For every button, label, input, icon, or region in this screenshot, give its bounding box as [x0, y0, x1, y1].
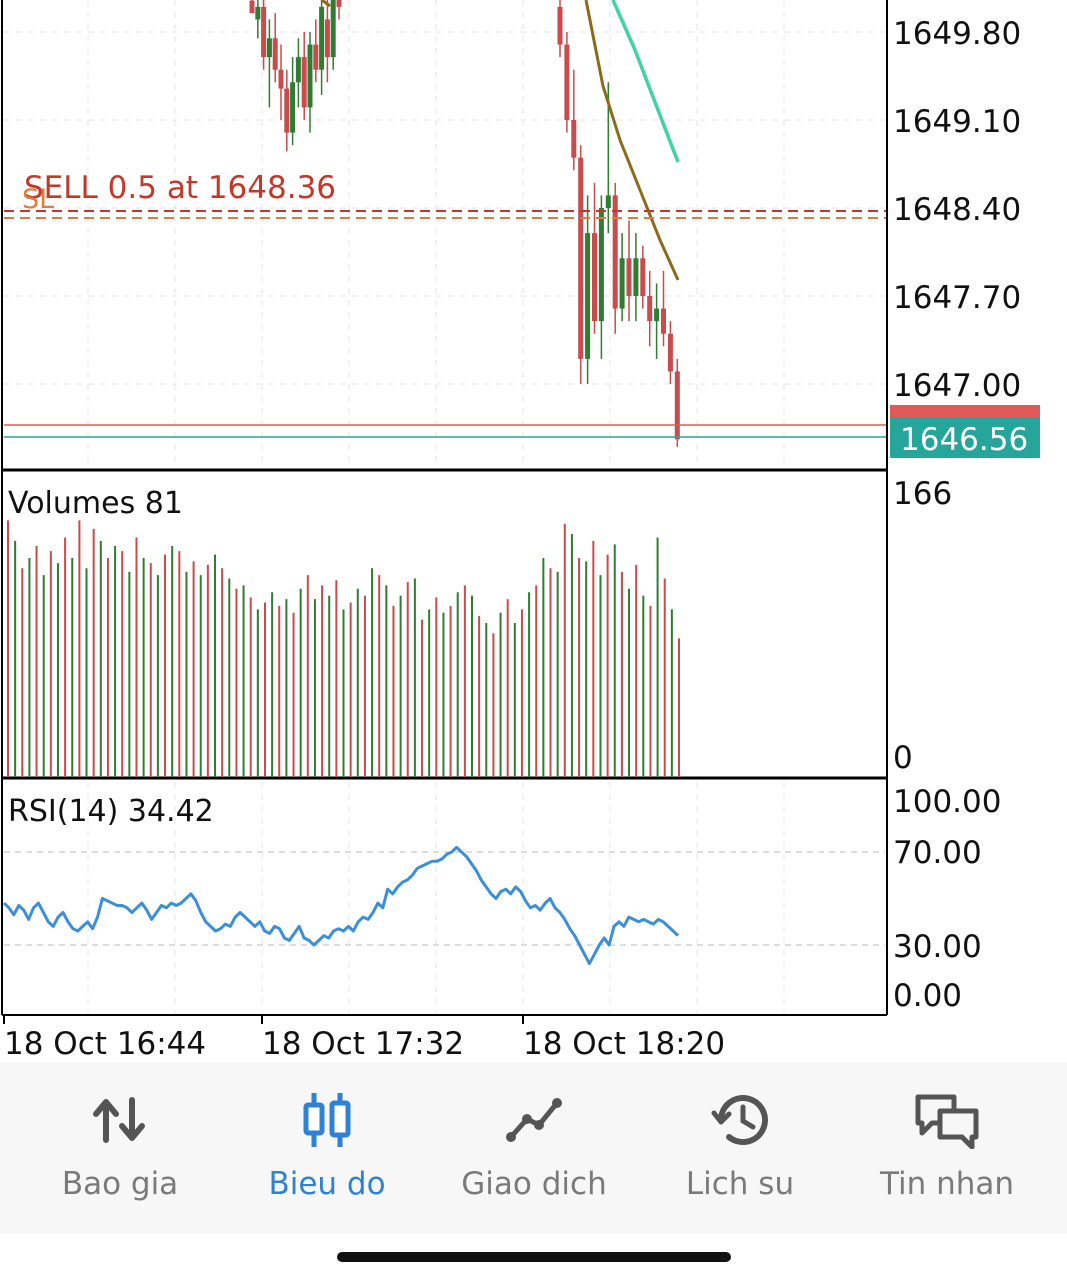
nav-item-chart[interactable]: Bieu do	[227, 1092, 427, 1202]
messages-icon	[847, 1092, 1047, 1149]
time-axis-label: 18 Oct 17:32	[262, 1026, 464, 1062]
candle-body	[295, 57, 301, 83]
trade-line-icon	[434, 1092, 634, 1148]
chart-svg[interactable]: 1649.80 1649.10 1648.40 1647.70 1647.00 100.0…	[0, 0, 1067, 1062]
history-clock-icon	[640, 1092, 840, 1148]
candle-body	[592, 233, 597, 322]
home-indicator[interactable]	[337, 1252, 731, 1262]
candle-body	[571, 120, 577, 158]
candle-body	[633, 258, 639, 296]
candle-body	[598, 208, 604, 322]
candle-body	[605, 195, 611, 208]
candle-body	[612, 195, 618, 309]
current-price-value: 1646.56	[900, 422, 1028, 458]
nav-label-history: Lich su	[685, 1166, 795, 1202]
time-axis-label: 18 Oct 18:20	[523, 1026, 725, 1062]
bottom-navigation: Bao gia Bieu do Giao dich	[0, 1062, 1067, 1234]
rsi-tick-label: 30.00	[893, 929, 982, 965]
rsi-title: RSI(14) 34.42	[8, 794, 214, 829]
candle-body	[640, 258, 646, 296]
grid-layer	[4, 0, 885, 1013]
nav-item-messages[interactable]: Tin nhan	[847, 1092, 1047, 1202]
stop-loss-label[interactable]: SL	[22, 184, 54, 215]
candle-body	[626, 258, 632, 296]
candle-body	[266, 38, 272, 58]
candle-body	[284, 88, 290, 133]
moving-averages	[321, 0, 680, 281]
price-tick-label: 1648.40	[893, 192, 1021, 228]
candle-body	[557, 6, 563, 45]
home-indicator-area	[0, 1234, 1067, 1280]
candle-body	[585, 233, 591, 359]
candle-body	[307, 44, 313, 108]
price-tick-label: 1647.70	[893, 280, 1021, 316]
candle-body	[278, 69, 284, 89]
candle-body	[667, 333, 673, 372]
nav-label-messages: Tin nhan	[879, 1166, 1015, 1202]
rsi-tick-label: 70.00	[893, 835, 982, 871]
time-axis-label: 18 Oct 16:44	[4, 1026, 206, 1062]
candle-body	[255, 6, 261, 20]
candle-body	[564, 44, 570, 121]
candle-body	[647, 296, 653, 322]
candle-body	[336, 0, 342, 7]
bid-price-badge	[890, 405, 1040, 419]
nav-label-chart: Bieu do	[268, 1166, 386, 1202]
volume-axis-bottom: 0	[893, 740, 913, 776]
candle-body	[313, 44, 319, 70]
candle-body	[324, 19, 330, 58]
nav-item-trade[interactable]: Giao dich	[434, 1092, 634, 1202]
axis-labels: 1649.80 1649.10 1648.40 1647.70 1647.00 100.0…	[3, 16, 1021, 1062]
price-tick-label: 1649.80	[893, 16, 1021, 52]
candle-body	[674, 371, 680, 440]
ma-fast-line	[584, 0, 680, 281]
nav-item-history[interactable]: Lich su	[640, 1092, 840, 1202]
candle-body	[249, 0, 255, 14]
volumes-title: Volumes 81	[8, 486, 183, 521]
quotes-arrows-icon	[20, 1092, 220, 1148]
order-lines	[4, 210, 886, 438]
candle-body	[619, 258, 625, 309]
candle-body	[301, 57, 307, 108]
candle-body	[330, 0, 336, 58]
rsi-tick-label: 100.00	[893, 784, 1001, 820]
nav-item-quotes[interactable]: Bao gia	[20, 1092, 220, 1202]
price-tick-label: 1647.00	[893, 368, 1021, 404]
ma-fast-line-left	[321, 0, 331, 8]
candle-body	[272, 38, 278, 70]
chart-area[interactable]: 1649.80 1649.10 1648.40 1647.70 1647.00 100.0…	[0, 0, 1067, 1062]
candle-body	[261, 6, 267, 58]
nav-label-quotes: Bao gia	[61, 1166, 179, 1202]
current-price-badge	[890, 418, 1040, 458]
candlestick-chart-icon	[227, 1092, 427, 1148]
candle-body	[661, 308, 666, 334]
rsi-line-layer	[2, 845, 680, 966]
candle-body	[290, 82, 296, 133]
candles-layer	[249, 0, 680, 447]
candle-body	[578, 157, 584, 359]
rsi-tick-label: 0.00	[893, 978, 962, 1014]
volume-axis-top: 166	[893, 476, 952, 512]
ma-slow-line	[611, 0, 680, 163]
price-tick-label: 1649.10	[893, 104, 1021, 140]
rsi-line	[2, 845, 680, 966]
nav-label-trade: Giao dich	[461, 1166, 607, 1202]
candle-body	[319, 6, 325, 70]
sell-order-label[interactable]: SELL 0.5 at 1648.36	[24, 170, 336, 206]
volume-bars	[7, 520, 680, 777]
candle-body	[654, 308, 660, 322]
